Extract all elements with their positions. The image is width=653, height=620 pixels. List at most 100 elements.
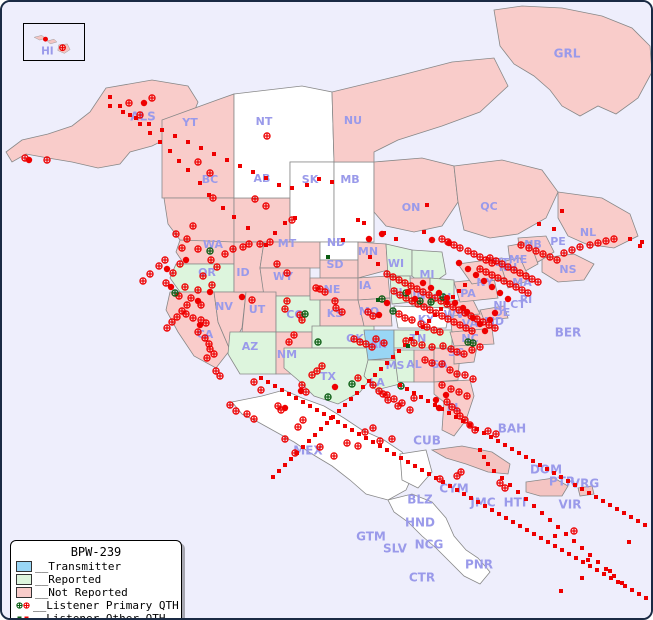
marker-primary-qth bbox=[369, 312, 377, 320]
marker-primary-qth bbox=[201, 334, 209, 342]
marker-other-qth bbox=[421, 325, 425, 329]
marker-dot bbox=[378, 230, 386, 238]
marker-other-qth bbox=[455, 488, 459, 492]
marker-primary-qth bbox=[205, 340, 213, 348]
legend-row-1: __Reported bbox=[16, 573, 176, 586]
marker-primary-qth bbox=[444, 315, 452, 323]
marker-other-qth bbox=[419, 395, 423, 399]
region-label-AB: AB bbox=[254, 172, 271, 185]
marker-other-qth bbox=[251, 170, 255, 174]
marker-dot bbox=[238, 293, 246, 301]
marker-primary-qth bbox=[428, 343, 436, 351]
region-label-SLV: SLV bbox=[383, 542, 408, 556]
marker-other-qth bbox=[574, 556, 578, 560]
marker-other-qth bbox=[317, 177, 321, 181]
region-label-CYM: CYM bbox=[439, 482, 468, 496]
marker-primary-qth bbox=[532, 247, 540, 255]
marker-other-qth bbox=[225, 158, 229, 162]
legend-row-0: __Transmitter bbox=[16, 560, 176, 573]
marker-primary-qth bbox=[428, 359, 436, 367]
legend-label-0: __Transmitter bbox=[35, 560, 122, 573]
region-label-SD: SD bbox=[326, 258, 343, 271]
marker-primary-qth bbox=[283, 297, 291, 305]
marker-primary-qth bbox=[203, 354, 211, 362]
legend-marker-3 bbox=[16, 601, 30, 611]
legend-marker-4 bbox=[16, 614, 30, 618]
marker-primary-qth bbox=[517, 241, 525, 249]
marker-primary-qth bbox=[298, 381, 306, 389]
marker-other-qth bbox=[553, 534, 557, 538]
marker-primary-qth bbox=[257, 386, 265, 394]
marker-dot bbox=[480, 277, 488, 285]
marker-other-qth bbox=[496, 439, 500, 443]
marker-primary-qth bbox=[496, 479, 504, 487]
marker-other-qth bbox=[524, 497, 528, 501]
region-label-HND: HND bbox=[405, 516, 435, 530]
marker-other-qth bbox=[532, 504, 536, 508]
marker-primary-qth bbox=[146, 270, 154, 278]
marker-other-qth bbox=[468, 423, 472, 427]
marker-primary-qth bbox=[394, 402, 402, 410]
region-shape-ON bbox=[373, 157, 459, 233]
marker-primary-qth-green bbox=[171, 289, 179, 297]
marker-primary-qth bbox=[430, 326, 438, 334]
marker-primary-qth bbox=[491, 324, 499, 332]
marker-other-qth bbox=[343, 403, 347, 407]
region-shape-yucatan bbox=[399, 449, 433, 489]
marker-primary-qth bbox=[421, 356, 429, 364]
marker-other-qth bbox=[463, 283, 467, 287]
marker-primary-qth bbox=[290, 331, 298, 339]
marker-other-qth bbox=[609, 576, 613, 580]
marker-primary-qth bbox=[492, 430, 500, 438]
marker-other-qth bbox=[587, 491, 591, 495]
marker-other-qth bbox=[307, 439, 311, 443]
marker-primary-qth bbox=[379, 390, 387, 398]
marker-other-qth bbox=[588, 553, 592, 557]
marker-primary-qth bbox=[438, 312, 446, 320]
marker-other-qth bbox=[620, 581, 624, 585]
marker-primary-qth bbox=[396, 291, 404, 299]
marker-other-qth bbox=[454, 415, 458, 419]
marker-primary-qth bbox=[245, 240, 253, 248]
marker-dot bbox=[455, 259, 463, 267]
marker-other-qth bbox=[415, 331, 419, 335]
marker-primary-qth bbox=[202, 319, 210, 327]
marker-dot bbox=[182, 256, 190, 264]
marker-primary-qth bbox=[438, 360, 446, 368]
marker-other-qth bbox=[548, 518, 552, 522]
marker-other-qth bbox=[540, 511, 544, 515]
marker-other-qth bbox=[601, 499, 605, 503]
marker-primary-qth bbox=[262, 202, 270, 210]
region-shape-centralamerica bbox=[387, 493, 491, 585]
region-label-UT: UT bbox=[249, 303, 266, 316]
marker-primary-qth bbox=[431, 294, 439, 302]
region-label-AL: AL bbox=[406, 358, 422, 371]
marker-other-qth bbox=[295, 451, 299, 455]
marker-dot bbox=[167, 283, 175, 291]
marker-other-qth bbox=[301, 400, 305, 404]
marker-primary-qth bbox=[453, 472, 461, 480]
marker-primary-qth bbox=[468, 327, 476, 335]
marker-primary-qth-green bbox=[324, 393, 332, 401]
marker-other-qth bbox=[207, 193, 211, 197]
region-label-MB: MB bbox=[340, 173, 359, 186]
marker-other-qth bbox=[537, 222, 541, 226]
marker-other-qth bbox=[329, 416, 333, 420]
marker-other-qth bbox=[271, 475, 275, 479]
marker-primary-qth bbox=[369, 424, 377, 432]
marker-other-qth bbox=[212, 152, 216, 156]
region-label-AZ: AZ bbox=[242, 340, 259, 353]
marker-other-qth bbox=[596, 560, 600, 564]
marker-primary-qth bbox=[208, 281, 216, 289]
region-label-MT: MT bbox=[278, 237, 297, 250]
marker-primary-qth bbox=[560, 249, 568, 257]
marker-primary-qth bbox=[283, 269, 291, 277]
legend-glyph bbox=[23, 602, 30, 609]
marker-other-qth bbox=[490, 508, 494, 512]
marker-primary-qth bbox=[413, 285, 421, 293]
marker-other-qth bbox=[504, 516, 508, 520]
marker-other-qth bbox=[373, 373, 377, 377]
marker-other-qth bbox=[462, 492, 466, 496]
marker-primary-qth bbox=[594, 239, 602, 247]
marker-dot bbox=[194, 297, 202, 305]
